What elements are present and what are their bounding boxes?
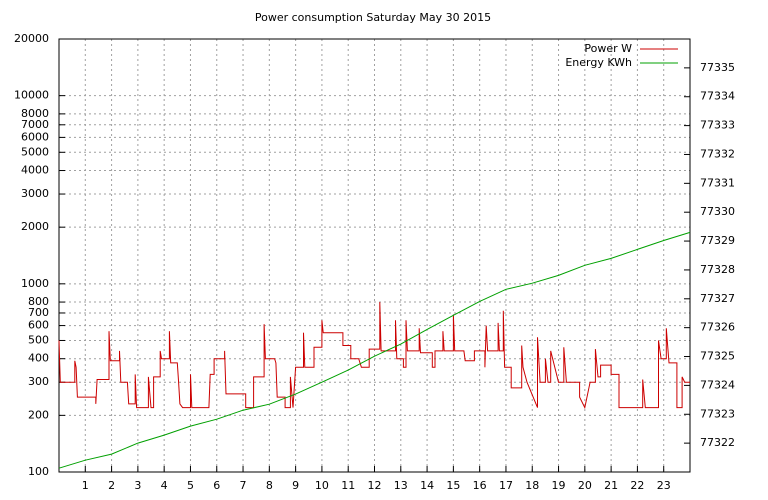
x-tick-label: 14 — [420, 479, 434, 492]
y2-tick-label: 77325 — [700, 350, 735, 363]
y2-tick-label: 77328 — [700, 263, 735, 276]
y-tick-label: 600 — [28, 319, 49, 332]
x-tick-label: 1 — [82, 479, 89, 492]
y-tick-label: 3000 — [21, 187, 49, 200]
y-tick-label: 400 — [28, 352, 49, 365]
x-tick-label: 18 — [525, 479, 539, 492]
x-tick-label: 2 — [108, 479, 115, 492]
y-tick-label: 500 — [28, 333, 49, 346]
y-tick-label: 8000 — [21, 107, 49, 120]
x-tick-label: 23 — [657, 479, 671, 492]
x-tick-label: 22 — [630, 479, 644, 492]
x-tick-label: 9 — [292, 479, 299, 492]
y2-tick-label: 77331 — [700, 176, 735, 189]
y-tick-label: 800 — [28, 295, 49, 308]
legend-label: Power W — [584, 42, 632, 55]
y2-tick-label: 77322 — [700, 436, 735, 449]
y-tick-label: 2000 — [21, 220, 49, 233]
legend-label: Energy KWh — [565, 56, 632, 69]
x-tick-label: 10 — [315, 479, 329, 492]
x-tick-label: 7 — [240, 479, 247, 492]
y-tick-label: 10000 — [14, 89, 49, 102]
y-tick-label: 4000 — [21, 164, 49, 177]
y2-tick-label: 77324 — [700, 378, 735, 391]
y2-tick-label: 77333 — [700, 119, 735, 132]
y-tick-label: 7000 — [21, 118, 49, 131]
x-tick-label: 5 — [187, 479, 194, 492]
y2-tick-label: 77335 — [700, 61, 735, 74]
series-line — [58, 302, 690, 410]
x-tick-label: 6 — [213, 479, 220, 492]
series-line — [58, 231, 691, 469]
y2-tick-label: 77323 — [700, 407, 735, 420]
x-tick-label: 20 — [578, 479, 592, 492]
plot-frame — [58, 38, 691, 473]
x-tick-label: 13 — [394, 479, 408, 492]
y-tick-label: 100 — [28, 465, 49, 478]
y2-tick-label: 77329 — [700, 234, 735, 247]
y2-tick-label: 77327 — [700, 292, 735, 305]
x-tick-label: 11 — [341, 479, 355, 492]
y-tick-label: 200 — [28, 408, 49, 421]
y-tick-label: 6000 — [21, 130, 49, 143]
x-tick-label: 19 — [552, 479, 566, 492]
y-tick-label: 5000 — [21, 145, 49, 158]
x-tick-label: 21 — [604, 479, 618, 492]
y2-tick-label: 77332 — [700, 147, 735, 160]
y2-tick-label: 77326 — [700, 321, 735, 334]
y-tick-label: 300 — [28, 375, 49, 388]
x-tick-label: 17 — [499, 479, 513, 492]
y-tick-label: 20000 — [14, 32, 49, 45]
x-tick-label: 16 — [473, 479, 487, 492]
x-tick-label: 12 — [368, 479, 382, 492]
x-tick-label: 3 — [134, 479, 141, 492]
x-tick-label: 15 — [446, 479, 460, 492]
y-tick-label: 1000 — [21, 277, 49, 290]
y-tick-label: 700 — [28, 306, 49, 319]
x-tick-label: 4 — [161, 479, 168, 492]
y2-tick-label: 77334 — [700, 90, 735, 103]
x-tick-label: 8 — [266, 479, 273, 492]
chart-title: Power consumption Saturday May 30 2015 — [255, 11, 491, 24]
y2-tick-label: 77330 — [700, 205, 735, 218]
